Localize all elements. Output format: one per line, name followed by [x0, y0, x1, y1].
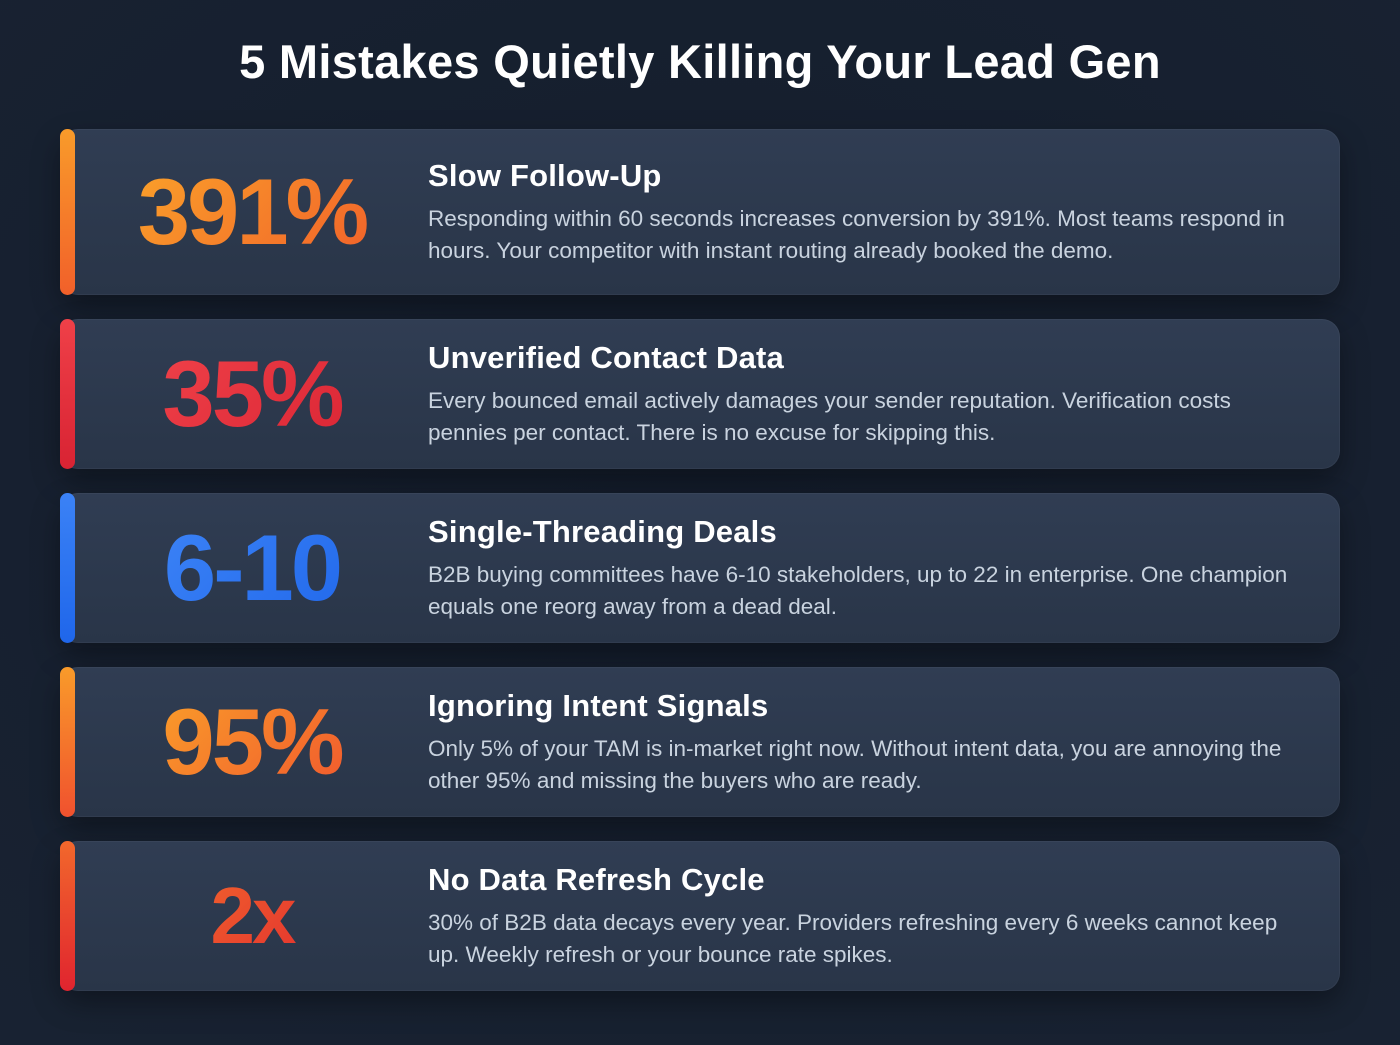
- card-description: Responding within 60 seconds increases c…: [428, 206, 1285, 263]
- accent-bar: [60, 841, 75, 991]
- card-text-block: Single-Threading Deals B2B buying commit…: [428, 514, 1340, 622]
- card-description: B2B buying committees have 6-10 stakehol…: [428, 562, 1288, 619]
- stat-card-list: 391% Slow Follow-Up Responding within 60…: [60, 129, 1340, 991]
- page-title: 5 Mistakes Quietly Killing Your Lead Gen: [239, 35, 1161, 88]
- stat-value: 391%: [76, 165, 428, 259]
- stat-value: 35%: [76, 347, 428, 441]
- card-description: 30% of B2B data decays every year. Provi…: [428, 910, 1278, 967]
- stat-card-unverified-contact-data: 35% Unverified Contact Data Every bounce…: [60, 319, 1340, 469]
- card-title: Ignoring Intent Signals: [428, 688, 769, 723]
- stat-value: 95%: [76, 695, 428, 789]
- stat-card-slow-follow-up: 391% Slow Follow-Up Responding within 60…: [60, 129, 1340, 295]
- card-description: Only 5% of your TAM is in-market right n…: [428, 736, 1282, 793]
- card-description: Every bounced email actively damages you…: [428, 388, 1231, 445]
- card-text-block: Slow Follow-Up Responding within 60 seco…: [428, 158, 1340, 266]
- stat-card-ignoring-intent-signals: 95% Ignoring Intent Signals Only 5% of y…: [60, 667, 1340, 817]
- card-title: Unverified Contact Data: [428, 340, 784, 375]
- card-text-block: Ignoring Intent Signals Only 5% of your …: [428, 688, 1340, 796]
- card-text-block: No Data Refresh Cycle 30% of B2B data de…: [428, 862, 1340, 970]
- accent-bar: [60, 667, 75, 817]
- stat-card-no-data-refresh-cycle: 2x No Data Refresh Cycle 30% of B2B data…: [60, 841, 1340, 991]
- accent-bar: [60, 319, 75, 469]
- stat-card-single-threading-deals: 6-10 Single-Threading Deals B2B buying c…: [60, 493, 1340, 643]
- stat-value: 2x: [76, 876, 428, 956]
- card-title: Slow Follow-Up: [428, 158, 662, 193]
- accent-bar: [60, 493, 75, 643]
- card-title: Single-Threading Deals: [428, 514, 777, 549]
- card-title: No Data Refresh Cycle: [428, 862, 765, 897]
- card-text-block: Unverified Contact Data Every bounced em…: [428, 340, 1340, 448]
- stat-value: 6-10: [76, 521, 428, 615]
- accent-bar: [60, 129, 75, 295]
